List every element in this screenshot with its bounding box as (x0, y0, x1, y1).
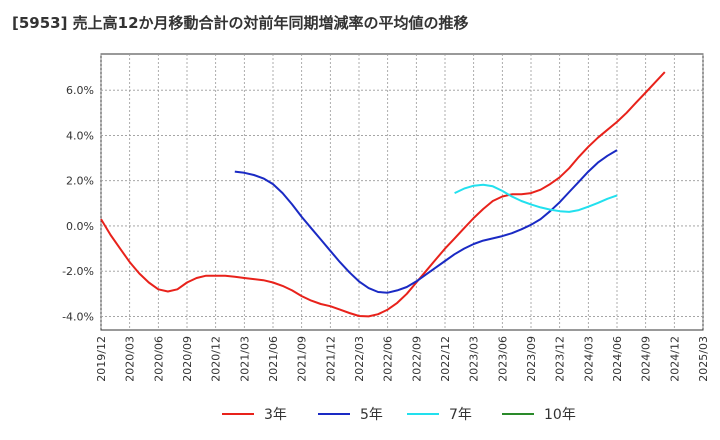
y-tick-label: 2.0% (66, 175, 94, 188)
y-axis-ticks: -4.0% -2.0% 0.0% 2.0% 4.0% 6.0% (62, 84, 94, 323)
x-tick-label: 2020/03 (124, 336, 137, 382)
x-tick-label: 2021/06 (267, 336, 280, 382)
legend-label: 10年 (544, 407, 576, 423)
y-tick-label: 0.0% (66, 220, 94, 233)
x-tick-label: 2023/03 (468, 336, 481, 382)
x-tick-label: 2024/03 (582, 336, 595, 382)
legend: 3年 5年 7年 10年 (222, 407, 576, 423)
legend-label: 3年 (264, 407, 287, 423)
x-tick-label: 2019/12 (95, 336, 108, 382)
x-tick-label: 2024/12 (668, 336, 681, 382)
legend-label: 5年 (360, 407, 383, 423)
x-tick-label: 2022/03 (353, 336, 366, 382)
x-tick-label: 2024/06 (611, 336, 624, 382)
x-tick-label: 2020/12 (210, 336, 223, 382)
x-tick-label: 2022/06 (382, 336, 395, 382)
x-tick-label: 2021/09 (296, 336, 309, 382)
x-tick-label: 2023/06 (496, 336, 509, 382)
x-tick-label: 2022/12 (439, 336, 452, 382)
x-axis-ticks: 2019/12 2020/03 2020/06 2020/09 2020/12 2021/… (95, 336, 710, 382)
x-tick-label: 2025/03 (697, 336, 710, 382)
x-tick-label: 2024/09 (640, 336, 653, 382)
x-tick-label: 2023/12 (554, 336, 567, 382)
grid (100, 54, 704, 330)
x-tick-label: 2020/09 (181, 336, 194, 382)
x-tick-label: 2022/09 (410, 336, 423, 382)
plot-area (100, 53, 704, 331)
series-line (234, 149, 618, 294)
x-tick-label: 2021/12 (324, 336, 337, 382)
plot-frame (100, 53, 704, 331)
x-tick-label: 2020/06 (152, 336, 165, 382)
y-tick-label: -4.0% (62, 310, 94, 323)
x-tick-label: 2023/09 (525, 336, 538, 382)
legend-label: 7年 (449, 407, 472, 423)
y-tick-label: 4.0% (66, 129, 94, 142)
y-tick-label: -2.0% (62, 265, 94, 278)
x-tick-label: 2021/03 (238, 336, 251, 382)
y-tick-label: 6.0% (66, 84, 94, 97)
series-lines (100, 71, 666, 318)
chart-title: [5953] 売上高12か月移動合計の対前年同期増減率の平均値の推移 (12, 14, 469, 32)
series-line (100, 71, 666, 318)
series-line (454, 183, 618, 213)
